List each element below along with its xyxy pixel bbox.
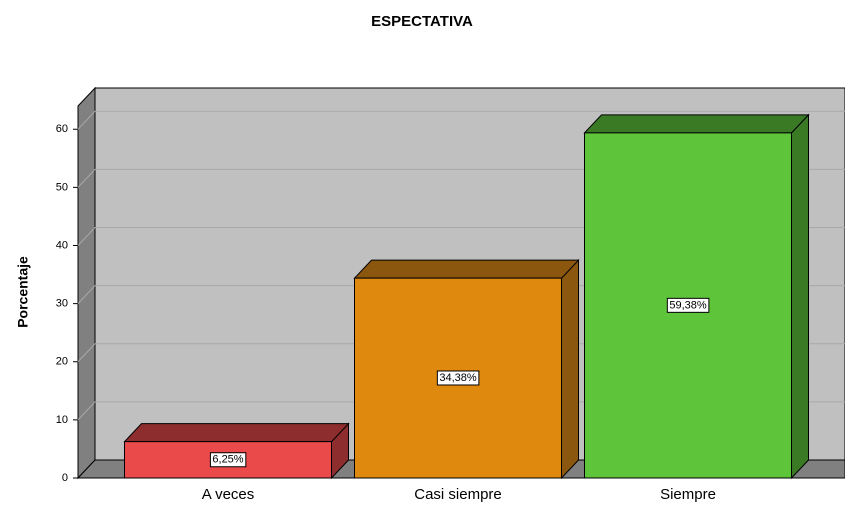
y-tick-label: 20 — [56, 356, 68, 368]
y-tick-label: 10 — [56, 414, 68, 426]
y-tick-label: 60 — [56, 123, 68, 135]
y-tick-label: 0 — [62, 472, 68, 484]
y-tick-label: 30 — [56, 298, 68, 310]
bar-top — [583, 114, 810, 134]
x-tick-label: Casi siempre — [414, 486, 502, 503]
value-label: 59,38% — [669, 299, 707, 311]
y-axis-title: Porcentaje — [15, 256, 31, 328]
x-tick-label: A veces — [202, 486, 255, 503]
bar-top — [123, 423, 350, 443]
bar-top — [353, 259, 580, 279]
bar — [583, 113, 810, 480]
bar — [353, 258, 580, 480]
x-tick-label: Siempre — [660, 486, 716, 503]
value-label-box — [666, 297, 710, 313]
value-label: 6,25% — [212, 454, 243, 466]
bar — [123, 422, 350, 480]
y-tick-label: 40 — [56, 239, 68, 251]
value-label-box — [436, 370, 480, 386]
grid-line — [77, 110, 845, 130]
value-label: 34,38% — [439, 372, 477, 384]
bar-side — [791, 113, 809, 480]
bar-side — [561, 258, 579, 480]
y-tick-label: 50 — [56, 181, 68, 193]
chart-title: ESPECTATIVA — [371, 13, 473, 30]
value-label-box — [209, 452, 247, 468]
side-wall — [77, 86, 96, 480]
